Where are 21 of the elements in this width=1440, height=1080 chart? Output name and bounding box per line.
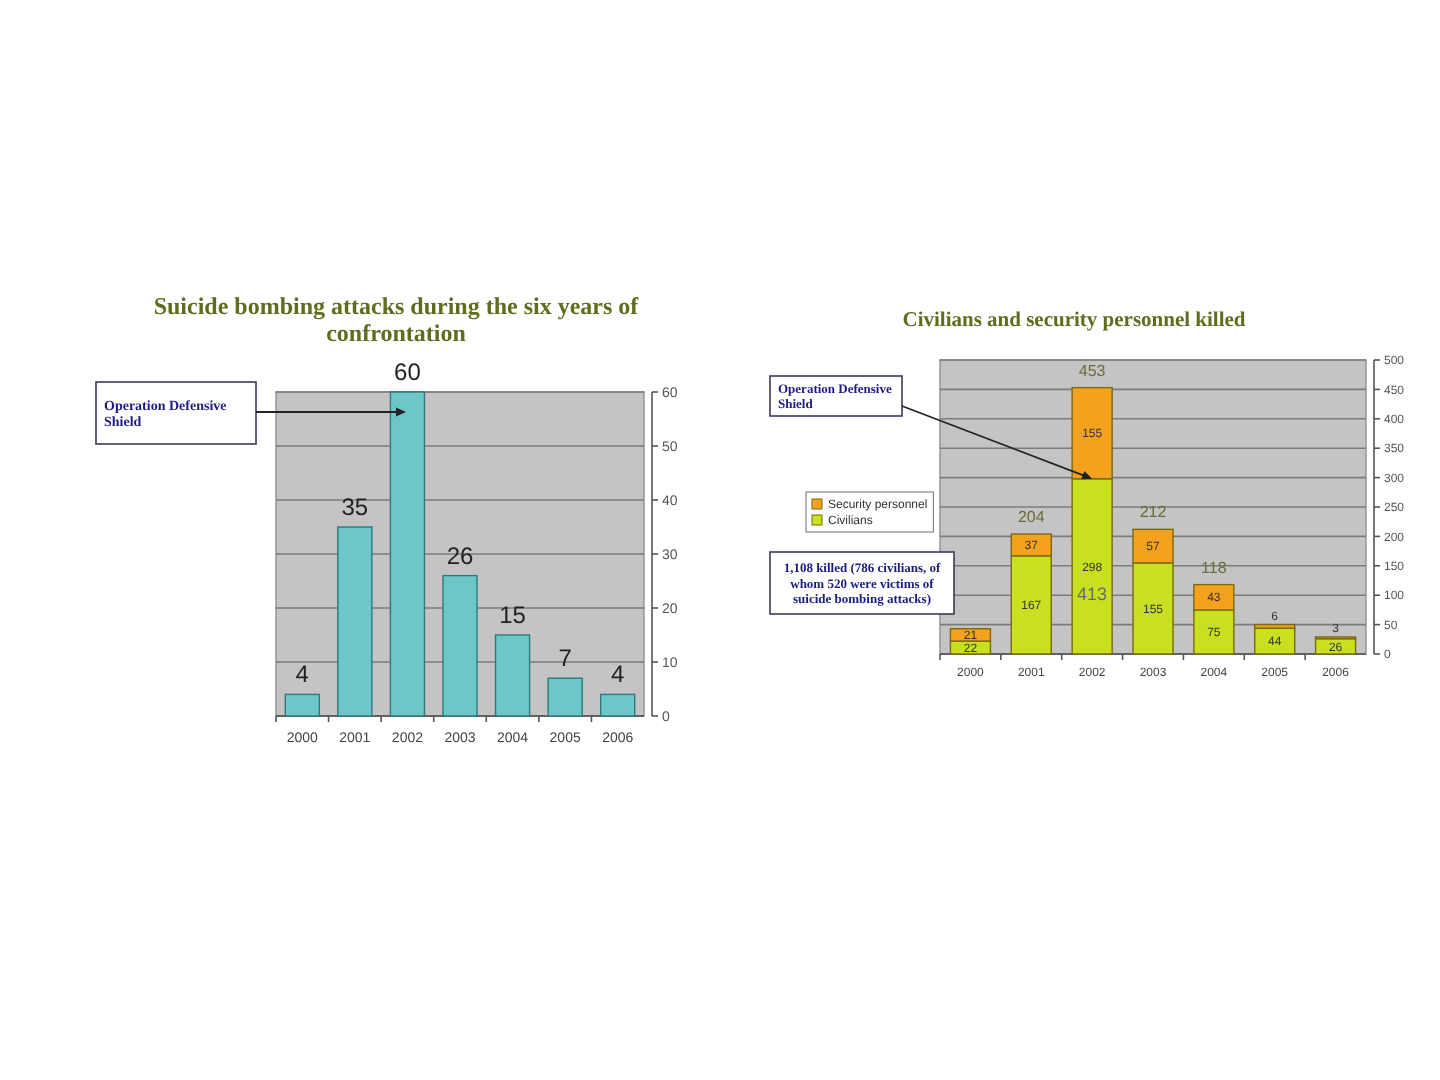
data-label: 4 bbox=[611, 660, 626, 689]
chart-title: Civilians and security personnel killed bbox=[902, 310, 1246, 332]
bar bbox=[547, 677, 583, 717]
chart-title: Suicide bombing attacks during the six years of confrontation bbox=[153, 292, 641, 347]
data-label: 60 bbox=[394, 358, 422, 386]
bar bbox=[600, 693, 636, 717]
data-label: 26 bbox=[446, 541, 474, 570]
total-label: 204 bbox=[1017, 508, 1046, 527]
total-label: 118 bbox=[1201, 558, 1228, 577]
bar bbox=[494, 634, 531, 717]
data-label: 15 bbox=[499, 601, 527, 629]
annotation: 413 bbox=[1076, 584, 1108, 605]
total-label: 453 bbox=[1078, 361, 1107, 380]
data-label: 7 bbox=[558, 644, 573, 673]
bar bbox=[284, 693, 320, 717]
data-label: 4 bbox=[295, 660, 310, 689]
bar bbox=[337, 526, 373, 717]
total-label: 212 bbox=[1139, 503, 1168, 522]
data-label: 35 bbox=[341, 493, 369, 521]
bar bbox=[389, 391, 426, 717]
bar bbox=[442, 574, 478, 717]
